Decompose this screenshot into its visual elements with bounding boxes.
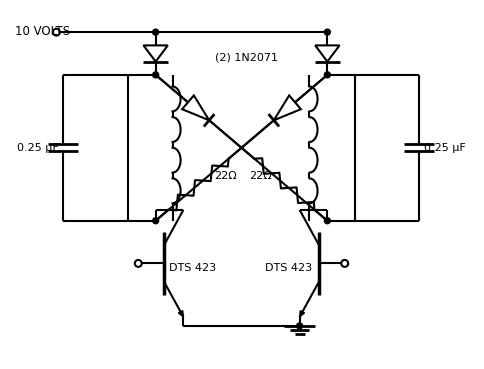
Text: 22Ω: 22Ω <box>249 170 272 180</box>
Circle shape <box>152 218 159 224</box>
Circle shape <box>152 29 159 35</box>
Text: 0.25 μF: 0.25 μF <box>16 143 59 153</box>
Circle shape <box>324 29 331 35</box>
Circle shape <box>324 72 331 78</box>
Text: 10 VOLTS: 10 VOLTS <box>15 25 70 38</box>
Text: DTS 423: DTS 423 <box>168 263 216 273</box>
Text: 22Ω: 22Ω <box>214 170 237 180</box>
Polygon shape <box>315 45 339 62</box>
Text: DTS 423: DTS 423 <box>265 263 312 273</box>
Circle shape <box>297 323 302 329</box>
Circle shape <box>324 218 331 224</box>
Text: (2) 1N2071: (2) 1N2071 <box>215 53 278 63</box>
Circle shape <box>152 72 159 78</box>
Polygon shape <box>274 96 301 120</box>
Polygon shape <box>179 311 183 317</box>
Polygon shape <box>300 311 304 317</box>
Polygon shape <box>143 45 168 62</box>
Polygon shape <box>182 96 209 120</box>
Text: 0.25 μF: 0.25 μF <box>424 143 466 153</box>
